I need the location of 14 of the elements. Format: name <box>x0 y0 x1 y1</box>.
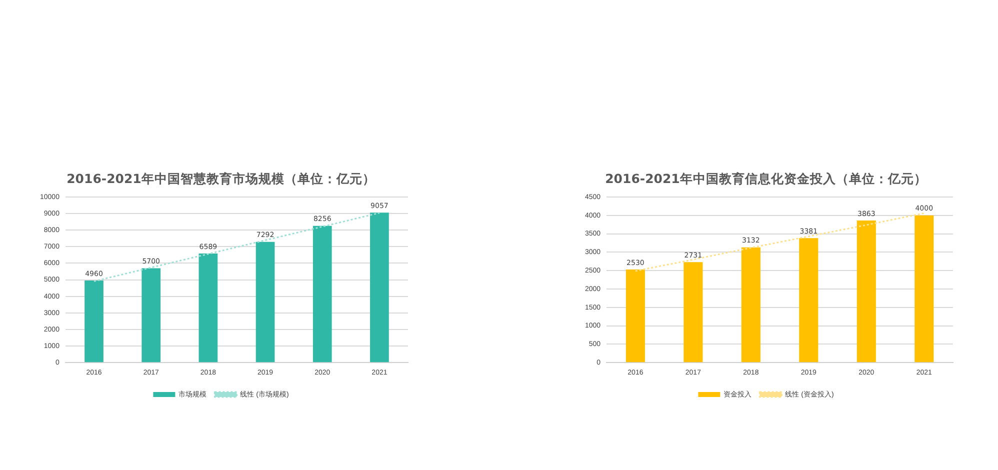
bar <box>856 220 876 362</box>
bar <box>741 247 760 362</box>
chart-title: 2016-2021年中国教育信息化资金投入（单位：亿元） <box>605 170 927 186</box>
bar <box>142 268 161 362</box>
bar <box>84 280 104 362</box>
bar <box>626 269 645 362</box>
bar <box>198 253 218 362</box>
bar <box>914 215 934 362</box>
bar <box>799 238 818 362</box>
bar <box>370 212 389 362</box>
bar <box>256 242 275 362</box>
chart-title: 2016-2021年中国智慧教育市场规模（单位：亿元） <box>66 170 376 186</box>
bar <box>684 262 703 362</box>
bar <box>312 226 332 362</box>
